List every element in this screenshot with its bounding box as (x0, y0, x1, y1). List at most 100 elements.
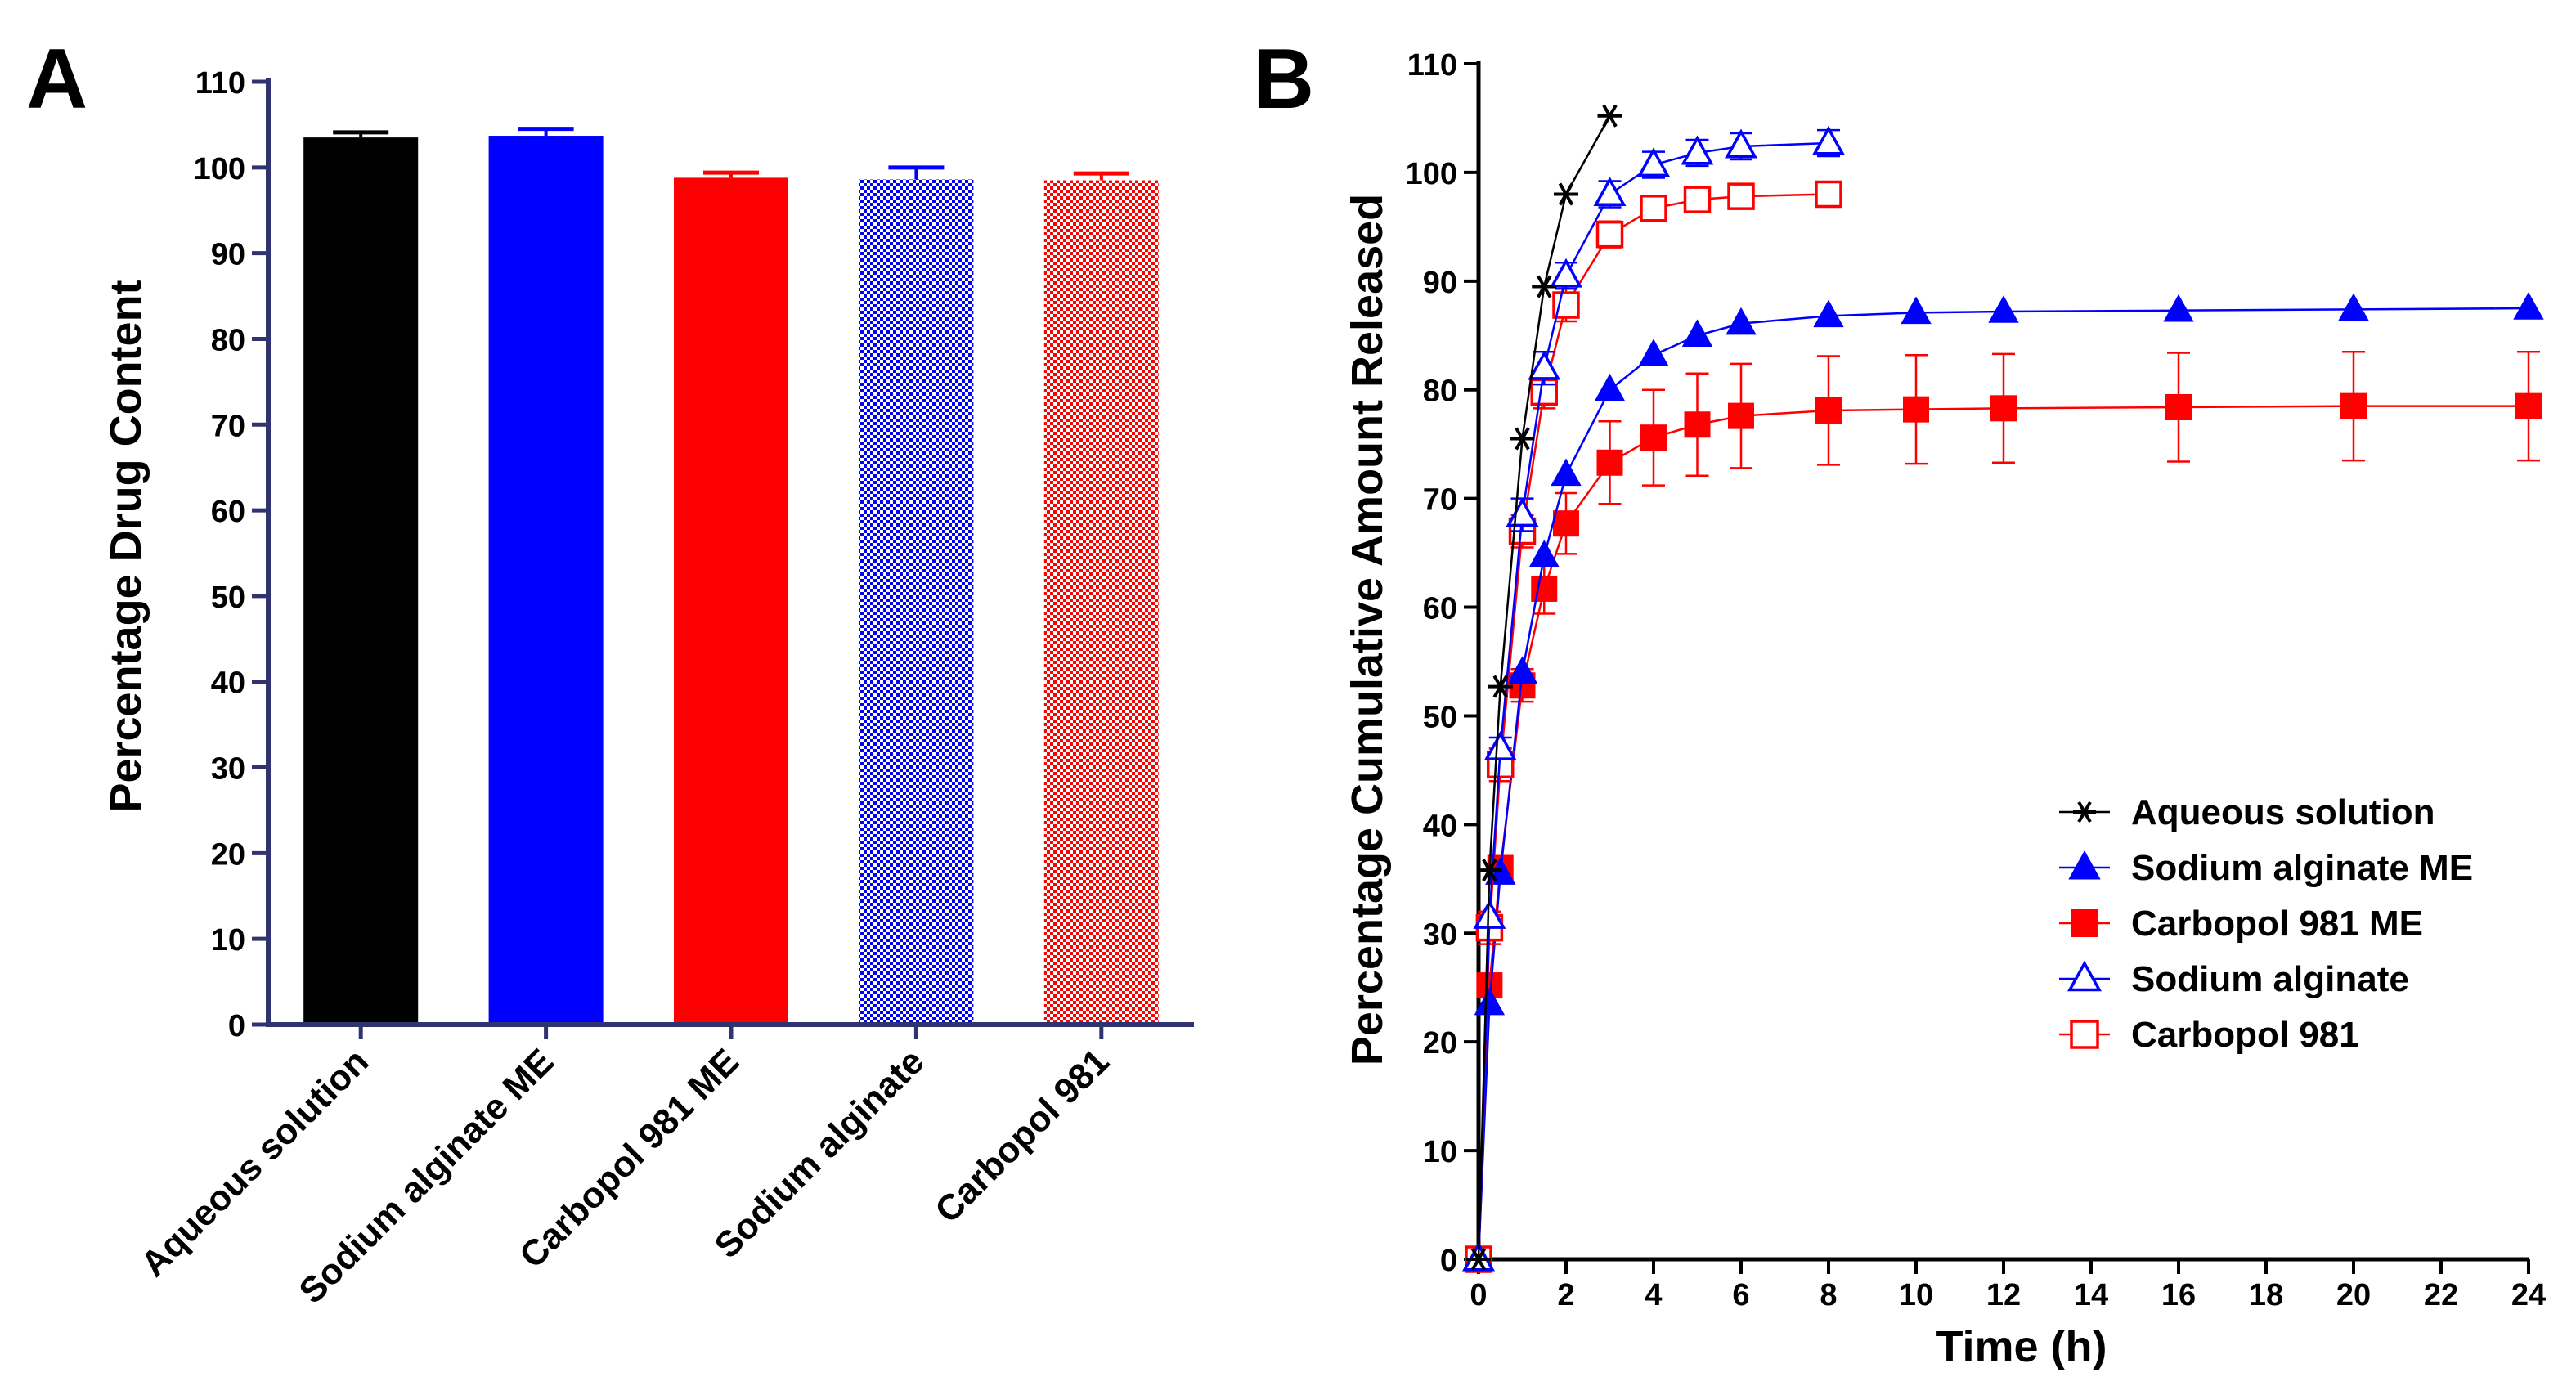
bar (674, 177, 788, 1025)
y-tick-label-a: 70 (211, 409, 245, 443)
y-tick-label-a: 30 (211, 752, 245, 787)
data-point (2515, 392, 2542, 419)
data-point (1532, 275, 1557, 298)
y-tick-label-b: 110 (1407, 48, 1457, 83)
legend-label: Carbopol 981 ME (2131, 904, 2423, 944)
panel-label-a: A (26, 32, 88, 127)
x-tick-label-b: 8 (1820, 1278, 1837, 1312)
x-tick-label-b: 6 (1732, 1278, 1749, 1312)
y-tick-label-a: 40 (211, 666, 245, 701)
data-point (1990, 395, 2017, 422)
y-tick-label-b: 20 (1423, 1026, 1457, 1061)
data-point (1637, 147, 1670, 177)
y-tick-label-a: 50 (211, 581, 245, 615)
x-tick-label-b: 14 (2074, 1278, 2108, 1312)
data-point (1725, 128, 1757, 159)
data-point (1554, 182, 1578, 206)
data-point (1466, 1248, 1491, 1271)
legend-label: Carbopol 981 (2131, 1015, 2359, 1055)
x-tick-label-b: 10 (1899, 1278, 1933, 1312)
data-point (1551, 458, 1582, 487)
data-point (1684, 411, 1711, 438)
data-point (1477, 859, 1502, 882)
data-point (1528, 350, 1561, 380)
x-tick-label-b: 12 (1986, 1278, 2021, 1312)
data-point (2165, 393, 2192, 420)
y-tick-label-b: 90 (1423, 266, 1457, 300)
data-point (1640, 424, 1667, 451)
data-point (1681, 135, 1714, 165)
data-point (1901, 296, 1932, 325)
x-tick-label-b: 0 (1470, 1278, 1487, 1312)
legend: Aqueous solution Sodium alginate ME Carbop… (2059, 792, 2473, 1055)
y-tick-label-b: 30 (1423, 917, 1457, 952)
y-tick-label-b: 0 (1440, 1244, 1457, 1278)
data-point (2067, 960, 2102, 992)
y-tick-label-a: 110 (195, 66, 245, 101)
data-point (1813, 299, 1844, 328)
y-tick-label-a: 10 (211, 923, 245, 958)
y-tick-label-a: 0 (228, 1009, 245, 1043)
y-tick-label-b: 60 (1423, 592, 1457, 626)
y-tick-label-b: 40 (1423, 809, 1457, 843)
x-tick-label-b: 22 (2424, 1278, 2458, 1312)
data-point (1815, 397, 1842, 424)
data-point (2163, 294, 2194, 322)
data-point (2340, 392, 2367, 419)
legend-label: Sodium alginate ME (2131, 848, 2473, 888)
y-axis-title-a: Percentage Drug Content (101, 280, 150, 812)
y-tick-label-a: 20 (211, 837, 245, 872)
data-point (2513, 292, 2544, 320)
data-point (1506, 656, 1538, 684)
data-point (1483, 730, 1517, 760)
data-point (2338, 293, 2369, 321)
data-point (1488, 675, 1513, 698)
data-point (1528, 540, 1560, 567)
bar (1043, 180, 1159, 1025)
x-tick-label-b: 16 (2161, 1278, 2196, 1312)
data-point (1812, 125, 1845, 155)
data-point (1638, 339, 1669, 366)
data-point (1726, 307, 1757, 335)
data-point (1728, 402, 1754, 429)
data-point (1596, 449, 1623, 476)
y-tick-label-b: 100 (1406, 157, 1457, 191)
series (1465, 350, 2542, 1272)
line-chart-panel-b: B Percentage Cumulative Amount Released … (1253, 32, 2546, 1371)
data-point (2068, 850, 2101, 880)
x-tick-label-b: 18 (2249, 1278, 2283, 1312)
data-point (1594, 373, 1626, 401)
bar (859, 179, 974, 1025)
data-point (1640, 195, 1667, 222)
data-point (1553, 510, 1579, 537)
series (1462, 125, 1845, 1272)
y-axis-title-b: Percentage Cumulative Amount Released (1343, 194, 1392, 1065)
legend-label: Sodium alginate (2131, 959, 2409, 999)
x-tick-label-b: 24 (2511, 1278, 2546, 1312)
data-point (1597, 104, 1622, 128)
data-point (1815, 180, 1842, 209)
data-point (2070, 1020, 2099, 1049)
data-point (1903, 396, 1929, 423)
data-point (1593, 177, 1627, 206)
series-line (1477, 405, 2529, 1260)
data-point (1595, 220, 1624, 249)
y-tick-label-b: 80 (1423, 375, 1457, 409)
data-point (1473, 899, 1506, 929)
y-tick-label-a: 90 (211, 238, 245, 272)
data-point (1506, 497, 1539, 527)
data-point (2071, 909, 2098, 937)
legend-label: Aqueous solution (2131, 792, 2435, 832)
y-tick-label-b: 70 (1423, 483, 1457, 518)
data-point (1681, 319, 1713, 348)
y-tick-label-a: 60 (211, 495, 245, 529)
y-tick-label-b: 50 (1423, 700, 1457, 734)
x-axis-title-b: Time (h) (1936, 1322, 2107, 1371)
x-tick-label-b: 20 (2336, 1278, 2371, 1312)
data-point (1988, 295, 2019, 323)
data-point (1510, 427, 1535, 451)
bar-chart-panel-a: A Percentage Drug Content 0 10 20 30 40 50 60 7… (26, 32, 1194, 1312)
bar (303, 137, 419, 1025)
data-point (1550, 258, 1582, 288)
